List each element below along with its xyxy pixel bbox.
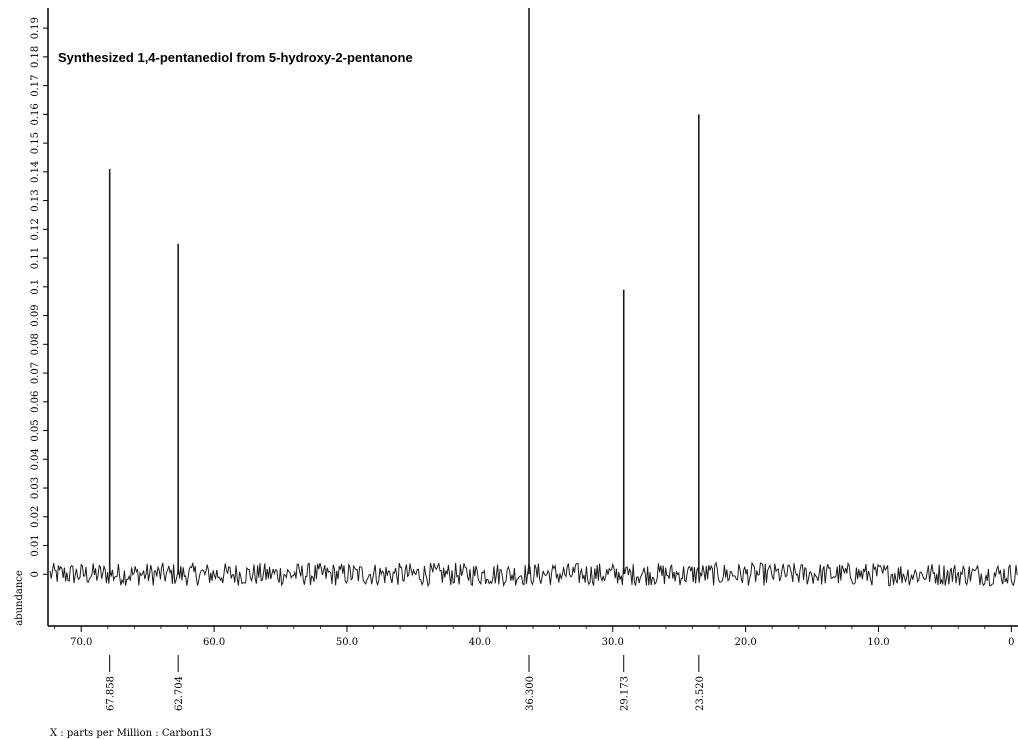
x-tick-label: 30.0 [602,637,624,648]
spectrum-baseline [49,561,1018,588]
x-axis-label: X : parts per Million : Carbon13 [50,728,212,739]
y-tick-label: 0.14 [30,161,41,183]
y-tick-label: 0.01 [30,534,41,556]
y-tick-label: 0.08 [30,333,41,355]
y-tick-label: 0.15 [30,132,41,154]
y-tick-label: 0.18 [30,46,41,68]
chart-title: Synthesized 1,4-pentanediol from 5-hydro… [58,50,413,65]
y-tick-label: 0.19 [30,17,41,39]
x-tick-label: 70.0 [70,637,92,648]
peak-labels: 67.858 62.704 36.300 29.173 23.520 [106,655,706,711]
peak-label: 36.300 [525,676,536,711]
y-tick-label: 0.12 [30,218,41,240]
peak-label: 23.520 [695,676,706,711]
spectrum-trace [49,8,1018,588]
x-tick-label: 50.0 [336,637,358,648]
y-tick-label: 0.05 [30,419,41,441]
peak-label: 67.858 [106,676,117,711]
y-tick-label: 0.16 [30,103,41,125]
y-tick-label: 0.03 [30,477,41,499]
peak-label: 29.173 [620,676,631,711]
y-tick-label: 0.06 [30,391,41,413]
y-tick-label: 0 [30,571,41,577]
y-tick-label: 0.17 [30,74,41,96]
y-tick-label: 0.09 [30,304,41,326]
y-tick-label: 0.1 [30,279,41,295]
y-tick-label: 0.11 [30,247,41,269]
y-tick-label: 0.07 [30,362,41,384]
peak-label: 62.704 [174,676,185,711]
axes: 0 0.01 0.02 0.03 0.04 0.05 0.06 0.07 0.08 0.09 0.1… [30,8,1018,648]
y-tick-label: 0.02 [30,506,41,528]
x-tick-label: 20.0 [734,637,756,648]
y-tick-label: 0.04 [30,448,41,470]
y-tick-label: 0.13 [30,189,41,211]
x-tick-label: 0 [1008,637,1014,648]
x-tick-label: 10.0 [867,637,889,648]
x-tick-label: 40.0 [469,637,491,648]
x-tick-label: 60.0 [203,637,225,648]
y-axis-label: abundance [14,570,25,626]
